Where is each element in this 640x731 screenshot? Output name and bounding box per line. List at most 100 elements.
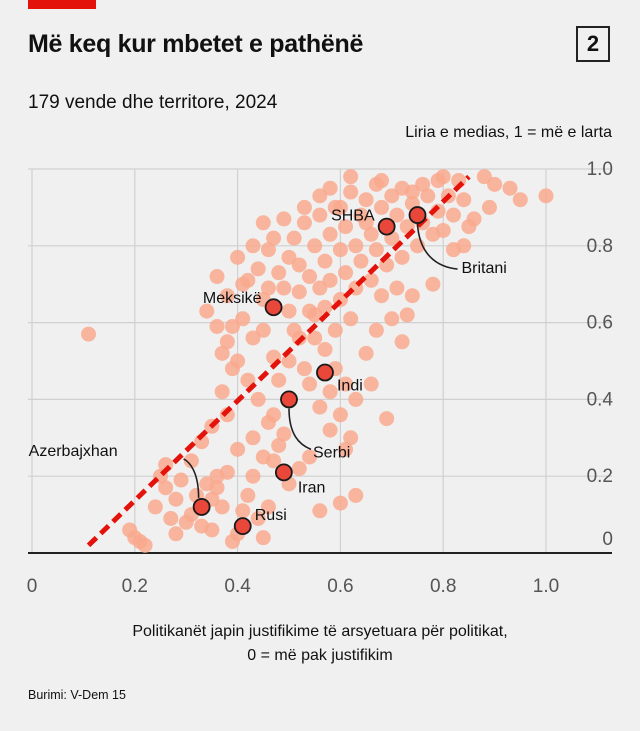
data-point — [363, 272, 379, 288]
data-point — [307, 307, 323, 323]
data-point — [404, 184, 420, 200]
data-point — [338, 265, 354, 281]
data-point — [255, 322, 271, 338]
data-point — [260, 242, 276, 258]
point-label: Meksikë — [203, 290, 262, 307]
gridlines — [28, 168, 612, 554]
data-point — [214, 345, 230, 361]
point-label: Iran — [298, 479, 326, 496]
highlight-point — [192, 498, 211, 516]
trend-line-dashed — [86, 174, 471, 548]
data-point — [302, 376, 318, 392]
data-point — [343, 311, 359, 327]
data-point — [163, 510, 179, 526]
data-point — [266, 230, 282, 246]
highlight-point — [280, 390, 298, 409]
x-axis-label-line1: Politikanët japin justifikime të arsyetu… — [132, 623, 508, 640]
data-point — [487, 176, 503, 192]
point-label: Serbi — [313, 444, 350, 461]
data-point — [173, 472, 189, 488]
data-point — [250, 510, 266, 526]
y-tick-label: 0.8 — [587, 236, 613, 257]
data-point — [137, 537, 153, 553]
data-point — [255, 449, 271, 465]
data-point — [363, 226, 379, 242]
data-point — [466, 211, 482, 227]
data-point — [338, 219, 354, 235]
data-point — [224, 318, 240, 334]
data-point — [379, 411, 395, 427]
highlight-point — [274, 463, 293, 482]
data-point — [260, 499, 276, 515]
data-point — [481, 199, 497, 215]
y-axis-label: Liria e medias, 1 = më e larta — [405, 124, 612, 141]
data-point — [435, 169, 451, 185]
data-point — [281, 303, 297, 319]
data-point — [343, 184, 359, 200]
data-point — [384, 311, 400, 327]
data-point — [245, 238, 261, 254]
data-point — [296, 361, 312, 377]
chart-number-badge: 2 — [576, 26, 610, 62]
data-point — [476, 169, 492, 185]
source-note: Burimi: V-Dem 15 — [28, 688, 126, 702]
data-point — [317, 253, 333, 269]
data-point — [271, 437, 287, 453]
x-tick-label: 0.8 — [430, 576, 456, 597]
data-point — [456, 192, 472, 208]
data-point — [332, 199, 348, 215]
data-point — [384, 188, 400, 204]
data-point — [353, 253, 369, 269]
data-point — [317, 341, 333, 357]
highlight-point — [316, 363, 334, 382]
data-point — [214, 499, 230, 515]
data-point — [389, 280, 405, 296]
data-point — [219, 334, 235, 350]
data-point — [245, 468, 261, 484]
leader-line — [288, 408, 312, 451]
data-point — [235, 276, 251, 292]
data-point — [348, 391, 364, 407]
data-point — [425, 226, 441, 242]
y-tick-label: 0.6 — [587, 313, 613, 334]
data-point — [245, 330, 261, 346]
data-point — [204, 522, 220, 538]
data-point — [307, 238, 323, 254]
y-tick-label: 0.4 — [587, 389, 614, 410]
data-point — [404, 288, 420, 304]
data-point — [538, 188, 554, 204]
data-point — [399, 307, 415, 323]
leader-line — [416, 224, 458, 270]
data-point — [358, 192, 374, 208]
data-point — [327, 322, 343, 338]
data-point — [322, 180, 338, 196]
data-point — [122, 522, 138, 538]
data-point — [312, 503, 328, 519]
trend-line — [86, 174, 471, 548]
highlighted-points — [192, 206, 427, 536]
data-point — [250, 391, 266, 407]
data-point — [209, 468, 225, 484]
data-point — [296, 199, 312, 215]
x-tick-label: 1.0 — [533, 576, 559, 597]
data-point — [307, 330, 323, 346]
data-point — [276, 280, 292, 296]
data-point — [312, 188, 328, 204]
data-point — [332, 407, 348, 423]
data-point — [235, 311, 251, 327]
data-point — [296, 215, 312, 231]
data-point — [255, 530, 271, 546]
chart-subtitle: 179 vende dhe territore, 2024 — [28, 92, 278, 113]
data-point — [394, 249, 410, 265]
x-tick-label: 0.4 — [224, 576, 251, 597]
data-point — [332, 495, 348, 511]
data-point — [271, 372, 287, 388]
data-point — [235, 503, 251, 519]
data-point — [240, 487, 256, 503]
data-point — [322, 272, 338, 288]
chart-title: Më keq kur mbetet e pathënë — [28, 30, 364, 58]
data-point — [502, 180, 518, 196]
brand-accent-bar — [28, 0, 96, 9]
highlight-point — [233, 517, 252, 536]
